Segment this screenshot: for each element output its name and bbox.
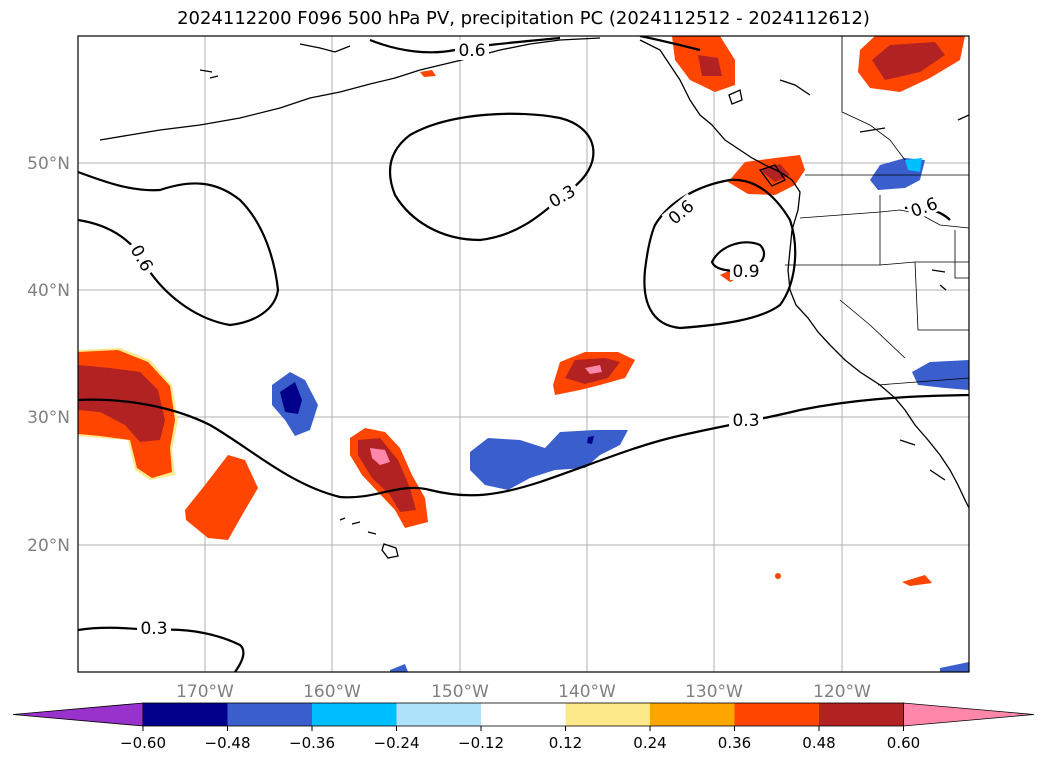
precip-positive-southwest-blob [185, 455, 258, 540]
precip-positive-canada-blob [858, 36, 965, 92]
colorbar-segment [396, 703, 482, 726]
colorbar-ticks: −0.60 −0.48 −0.36 −0.24 −0.12 0.12 0.24 0.36 0.4… [120, 726, 920, 752]
colorbar-tick-label: 0.60 [887, 734, 920, 752]
pv-contour-0.9 [710, 241, 766, 272]
lon-label: 170°W [176, 682, 234, 702]
pv-contour-0.6-east [643, 178, 797, 330]
longitude-labels: 170°W 160°W 150°W 140°W 130°W 120°W [176, 682, 871, 702]
pv-contour-0.6-alaska [639, 36, 701, 52]
lon-label: 150°W [431, 682, 489, 702]
colorbar-outline [142, 702, 904, 727]
contour-label-0.6-north: 0.6 [458, 41, 485, 61]
contour-label-0.3-south: 0.3 [140, 619, 167, 639]
colorbar: −0.60 −0.48 −0.36 −0.24 −0.12 0.12 0.24 0.36 0.4… [12, 702, 1035, 752]
precip-positive-hawaii-blob [350, 428, 428, 528]
colorbar-segment [650, 703, 735, 726]
precip-positive-west-blob [78, 348, 178, 480]
colorbar-extension-min [12, 702, 144, 727]
latitude-labels: 50°N 40°N 30°N 20°N [27, 154, 70, 556]
precip-negative-southwest-us-blob [912, 360, 969, 390]
map-background [78, 36, 969, 672]
colorbar-tick-label: −0.36 [289, 734, 335, 752]
precip-positive-central-blob [553, 352, 635, 395]
borders [785, 36, 969, 386]
lon-label: 140°W [558, 682, 616, 702]
contour-label-0.9: 0.9 [732, 262, 759, 282]
colorbar-tick-label: −0.12 [458, 734, 504, 752]
colorbar-segment [481, 703, 566, 726]
lon-label: 130°W [685, 682, 743, 702]
precip-negative-west-blob [272, 372, 318, 436]
precip-negative-small-blobs [390, 662, 969, 672]
gridlines [78, 36, 969, 672]
pv-contour-0.3-mid [78, 393, 969, 499]
lat-label: 50°N [27, 154, 70, 174]
colorbar-segment [312, 703, 397, 726]
colorbar-segment [819, 703, 904, 726]
coastlines [99, 37, 969, 559]
lat-label: 30°N [27, 408, 70, 428]
colorbar-extension-max [903, 702, 1035, 727]
lat-label: 20°N [27, 536, 70, 556]
colorbar-segment [734, 703, 820, 726]
colorbar-tick-label: 0.24 [633, 734, 666, 752]
colorbar-tick-label: −0.24 [374, 734, 420, 752]
precip-positive-pnw-blob [728, 155, 805, 195]
contour-label-0.3-mid: 0.3 [732, 411, 759, 431]
colorbar-tick-label: −0.60 [120, 734, 166, 752]
colorbar-segments [12, 702, 1035, 727]
colorbar-tick-label: −0.48 [205, 734, 251, 752]
pv-contour-0.3-south [78, 626, 245, 672]
colorbar-tick-label: 0.36 [718, 734, 751, 752]
colorbar-segment [227, 703, 313, 726]
map-frame [77, 35, 970, 673]
lon-label: 160°W [303, 682, 361, 702]
lon-label: 120°W [813, 682, 871, 702]
lat-label: 40°N [27, 281, 70, 301]
precip-positive-alaska-blob [672, 36, 735, 92]
pv-contour-0.3-gyre [388, 112, 595, 242]
contour-labels: 0.6 0.3 0.6 0.6 0.9 0.3 0.3 0.6 [124, 40, 940, 639]
precip-negative-idaho-blob [870, 158, 925, 190]
colorbar-segment [143, 703, 228, 726]
colorbar-segment [565, 703, 651, 726]
colorbar-tick-label: 0.48 [802, 734, 835, 752]
map-title: 2024112200 F096 500 hPa PV, precipitatio… [177, 8, 870, 29]
colorbar-tick-label: 0.12 [549, 734, 582, 752]
precip-negative-central-blob [470, 430, 628, 490]
